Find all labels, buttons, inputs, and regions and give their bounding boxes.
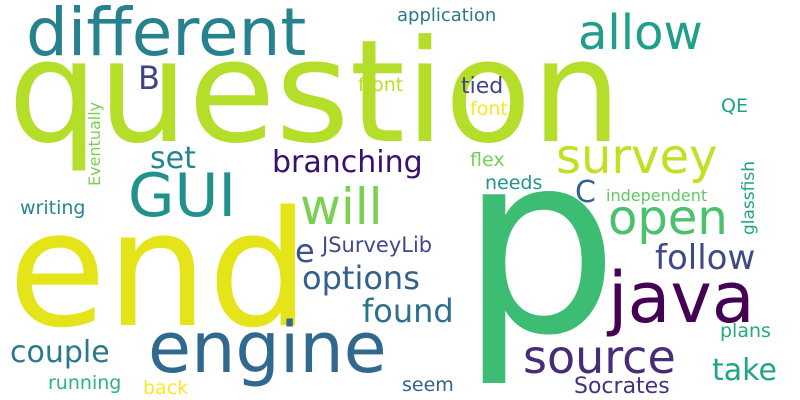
word-will: will: [300, 178, 383, 236]
word-found: found: [362, 292, 454, 330]
word-needs: needs: [485, 172, 543, 194]
word-branching: branching: [272, 145, 423, 180]
word-end: end: [8, 176, 310, 363]
word-gui: GUI: [128, 161, 237, 231]
word-source: source: [523, 330, 676, 384]
word-e: e: [295, 232, 315, 270]
word-b: B: [138, 59, 160, 97]
word-flex: flex: [470, 149, 505, 171]
word-qe: QE: [721, 95, 748, 117]
word-follow: follow: [655, 238, 756, 278]
word-writing: writing: [20, 197, 86, 219]
word-running: running: [48, 372, 122, 394]
word-front: front: [358, 74, 404, 96]
word-open: open: [608, 190, 728, 246]
word-different: different: [26, 0, 307, 71]
word-tied: tied: [461, 74, 504, 99]
word-eventually: Eventually: [85, 101, 104, 186]
word-couple: couple: [10, 335, 110, 370]
word-c: C: [575, 175, 596, 210]
word-font: font: [470, 98, 508, 120]
word-application: application: [397, 5, 497, 26]
word-engine: engine: [148, 307, 387, 389]
word-socrates: Socrates: [574, 374, 670, 399]
word-question: question: [8, 10, 622, 175]
word-java: java: [608, 257, 755, 339]
word-p: p: [460, 99, 619, 390]
word-set: set: [150, 141, 196, 176]
word-glassfish: glassfish: [739, 161, 759, 235]
word-seem: seem: [402, 374, 454, 396]
word-plans: plans: [720, 320, 771, 342]
word-options: options: [302, 259, 420, 297]
word-jsurveylib: JSurveyLib: [322, 233, 433, 257]
word-allow: allow: [578, 5, 703, 61]
word-survey: survey: [556, 129, 718, 185]
word-independent: independent: [606, 186, 708, 205]
word-take: take: [712, 353, 777, 388]
word-back: back: [143, 377, 189, 399]
